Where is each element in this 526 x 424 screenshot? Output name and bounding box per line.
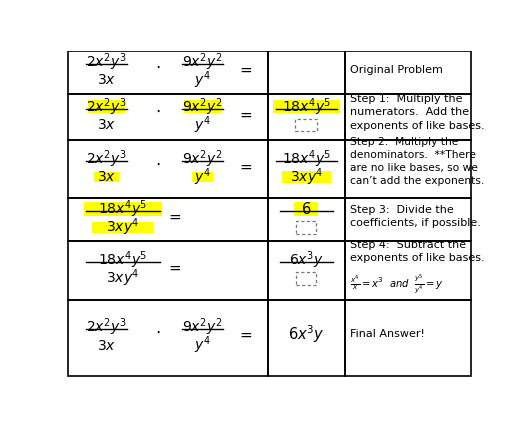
Text: $2x^2y^3$: $2x^2y^3$ xyxy=(86,148,127,170)
Text: $\cdot$: $\cdot$ xyxy=(155,102,160,120)
Text: $=$: $=$ xyxy=(237,106,253,121)
Text: $6x^3y$: $6x^3y$ xyxy=(289,249,323,271)
Polygon shape xyxy=(84,202,161,216)
Text: Step 2:  Multiply the
denominators.  **There
are no like bases, so we
can’t add : Step 2: Multiply the denominators. **The… xyxy=(350,137,484,186)
Text: $6$: $6$ xyxy=(301,201,311,217)
Text: $3x$: $3x$ xyxy=(97,170,116,184)
Text: $=$: $=$ xyxy=(237,327,253,342)
Polygon shape xyxy=(184,100,221,113)
Text: $2x^2y^3$: $2x^2y^3$ xyxy=(86,316,127,338)
Text: $y^4$: $y^4$ xyxy=(194,167,211,188)
Polygon shape xyxy=(88,100,125,113)
Text: $18x^4y^5$: $18x^4y^5$ xyxy=(98,198,147,220)
Text: $9x^2y^2$: $9x^2y^2$ xyxy=(182,96,222,117)
Text: $y^4$: $y^4$ xyxy=(194,70,211,91)
Text: $=$: $=$ xyxy=(237,61,253,77)
Text: $\cdot$: $\cdot$ xyxy=(155,154,160,173)
Text: Step 1:  Multiply the
numerators.  Add the
exponents of like bases.: Step 1: Multiply the numerators. Add the… xyxy=(350,94,484,131)
Text: Final Answer!: Final Answer! xyxy=(350,329,425,340)
Text: $=$: $=$ xyxy=(166,209,182,224)
Text: $\cdot$: $\cdot$ xyxy=(155,58,160,75)
Polygon shape xyxy=(273,100,340,113)
Text: $9x^2y^2$: $9x^2y^2$ xyxy=(182,51,222,73)
Text: $y^4$: $y^4$ xyxy=(194,114,211,136)
Text: Original Problem: Original Problem xyxy=(350,65,443,75)
Text: $3x$: $3x$ xyxy=(97,118,116,132)
Text: $\cdot$: $\cdot$ xyxy=(155,323,160,341)
Text: $18x^4y^5$: $18x^4y^5$ xyxy=(98,249,147,271)
Polygon shape xyxy=(92,222,154,233)
Text: $y^4$: $y^4$ xyxy=(194,335,211,356)
Text: $3x$: $3x$ xyxy=(97,338,116,352)
Text: $3xy^4$: $3xy^4$ xyxy=(106,217,139,238)
Polygon shape xyxy=(282,171,331,183)
Text: $3x$: $3x$ xyxy=(97,73,116,87)
Text: Step 3:  Divide the
coefficients, if possible.: Step 3: Divide the coefficients, if poss… xyxy=(350,205,481,228)
Text: $18x^4y^5$: $18x^4y^5$ xyxy=(281,96,331,117)
Text: $\frac{x^4}{x}=x^3$  $and$  $\frac{y^5}{y^4}=y$: $\frac{x^4}{x}=x^3$ $and$ $\frac{y^5}{y^… xyxy=(350,273,443,296)
Text: $3xy^4$: $3xy^4$ xyxy=(106,267,139,289)
Text: $2x^2y^3$: $2x^2y^3$ xyxy=(86,96,127,117)
Polygon shape xyxy=(191,172,213,182)
Polygon shape xyxy=(94,172,119,182)
Text: $3xy^4$: $3xy^4$ xyxy=(289,167,323,188)
Text: $=$: $=$ xyxy=(237,159,253,173)
Text: $9x^2y^2$: $9x^2y^2$ xyxy=(182,148,222,170)
Text: $2x^2y^3$: $2x^2y^3$ xyxy=(86,51,127,73)
Text: $=$: $=$ xyxy=(166,259,182,274)
Text: $18x^4y^5$: $18x^4y^5$ xyxy=(281,148,331,170)
Text: $9x^2y^2$: $9x^2y^2$ xyxy=(182,316,222,338)
Text: $6x^3y$: $6x^3y$ xyxy=(288,324,325,345)
Text: Step 4:  Subtract the
exponents of like bases.: Step 4: Subtract the exponents of like b… xyxy=(350,240,484,263)
Polygon shape xyxy=(294,202,319,216)
